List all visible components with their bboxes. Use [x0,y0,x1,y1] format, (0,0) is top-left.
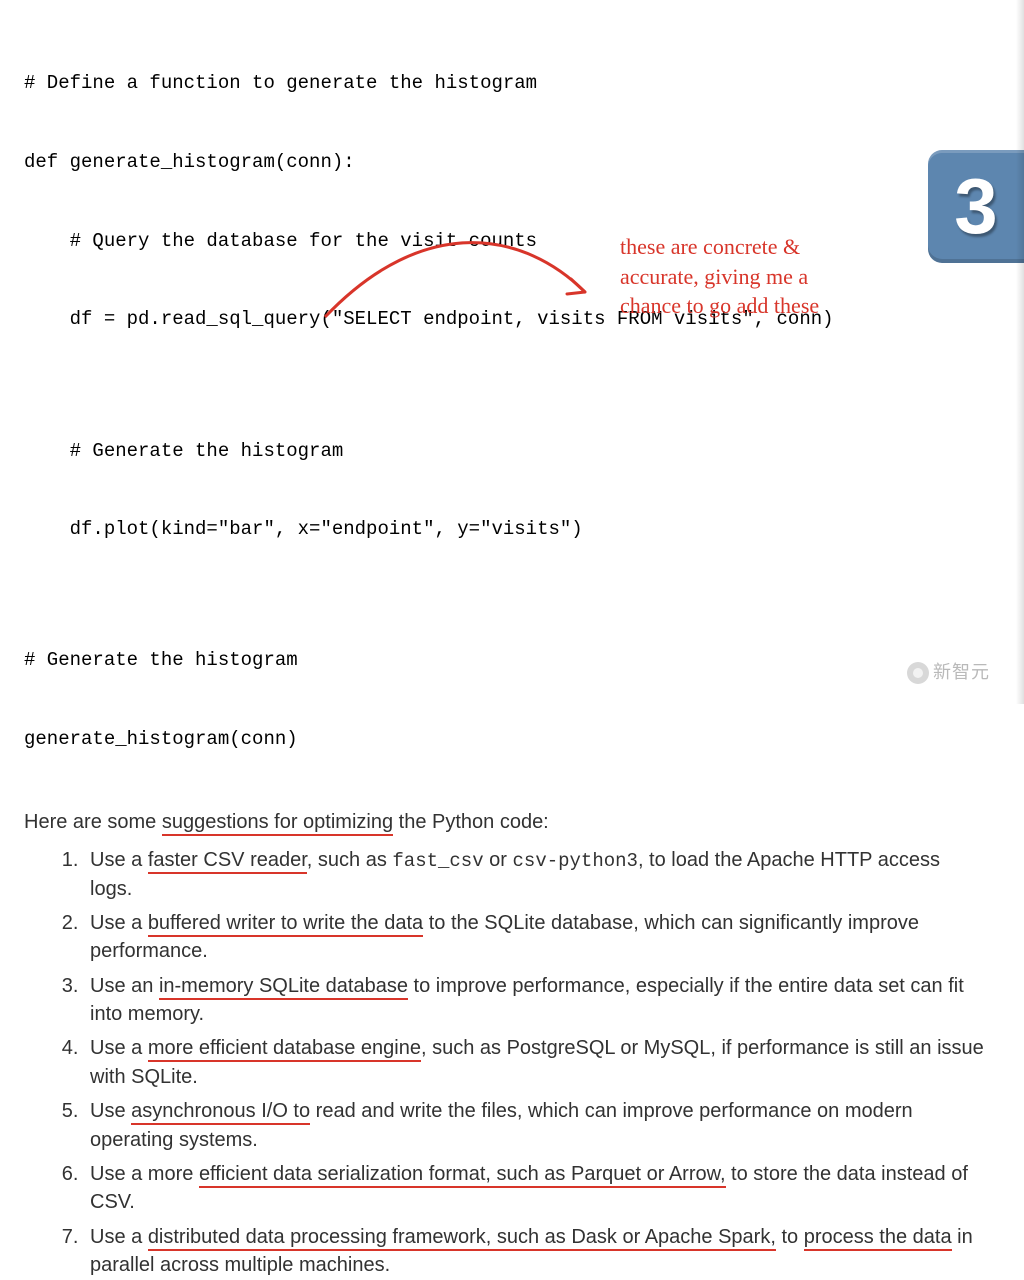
annotation-line: accurate, giving me a [620,262,819,292]
annotation-line: these are concrete & [620,232,819,262]
intro-text: Here are some suggestions for optimizing… [24,811,1000,834]
slide-number: 3 [954,161,997,252]
watermark-text: 新智元 [933,662,990,682]
code-inline: csv-python3 [513,850,638,872]
intro-prefix: Here are some [24,811,162,833]
suggestions-list: Use a faster CSV reader, such as fast_cs… [58,846,1000,1280]
text: Use an [90,975,159,997]
watermark-icon [907,662,929,684]
text: to [776,1226,804,1248]
intro-suffix: the Python code: [393,811,549,833]
highlight: distributed data processing framework, s… [148,1226,776,1251]
text: , such as [307,849,393,871]
text: Use a more [90,1163,199,1185]
highlight: efficient data serialization format, suc… [199,1163,726,1188]
code-block: # Define a function to generate the hist… [24,18,1000,805]
list-item: Use an in-memory SQLite database to impr… [84,972,986,1029]
annotation-line: chance to go add these [620,291,819,321]
highlight: buffered writer to write the data [148,912,423,937]
highlight: more efficient database engine [148,1037,421,1062]
code-line: def generate_histogram(conn): [24,149,1000,175]
code-line: df.plot(kind="bar", x="endpoint", y="vis… [24,516,1000,542]
code-line: # Define a function to generate the hist… [24,70,1000,96]
text: Use a [90,849,148,871]
watermark: 新智元 [907,658,990,684]
text: Use a [90,912,148,934]
text: or [484,849,513,871]
code-line: generate_histogram(conn) [24,726,1000,752]
slide-page: # Define a function to generate the hist… [0,0,1024,1280]
list-item: Use a more efficient database engine, su… [84,1034,986,1091]
highlight: in-memory SQLite database [159,975,408,1000]
highlight: process the data [804,1226,952,1251]
highlight: asynchronous I/O to [131,1100,310,1125]
intro-underlined: suggestions for optimizing [162,811,393,836]
text: Use a [90,1037,148,1059]
code-inline: fast_csv [392,850,483,872]
code-line: df = pd.read_sql_query("SELECT endpoint,… [24,306,1000,332]
list-item: Use a buffered writer to write the data … [84,909,986,966]
slide-number-badge: 3 [928,150,1024,263]
frame-shadow [1016,0,1024,704]
list-item: Use a more efficient data serialization … [84,1160,986,1217]
handwritten-annotation: these are concrete & accurate, giving me… [620,232,819,321]
text: Use a [90,1226,148,1248]
code-line: # Query the database for the visit count… [24,228,1000,254]
code-line: # Generate the histogram [24,647,1000,673]
highlight: faster CSV reader [148,849,307,874]
list-item: Use a faster CSV reader, such as fast_cs… [84,846,986,903]
code-line: # Generate the histogram [24,438,1000,464]
list-item: Use a distributed data processing framew… [84,1223,986,1280]
text: Use [90,1100,131,1122]
list-item: Use asynchronous I/O to read and write t… [84,1097,986,1154]
